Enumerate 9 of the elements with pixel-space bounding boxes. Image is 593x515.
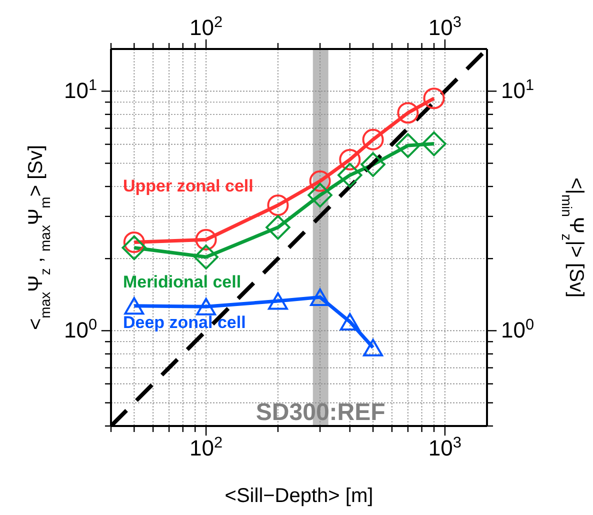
text: 10$^{2}$ <box>190 14 223 40</box>
series-label: Deep zonal cell <box>123 312 246 332</box>
text: 10$^{1}$ <box>64 76 97 104</box>
series-label: Meridional cell <box>123 272 242 292</box>
text: 10$^{3}$ <box>428 14 462 40</box>
series-label: Upper zonal cell <box>123 176 254 196</box>
x-axis-title: <Sill−Depth> [m] <box>224 485 374 507</box>
band-label: SD300:REF <box>256 399 386 426</box>
text: 10$^{0}$ <box>64 316 97 343</box>
